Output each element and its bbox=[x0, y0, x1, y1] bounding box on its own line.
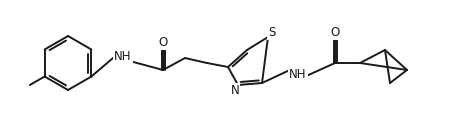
Text: NH: NH bbox=[289, 68, 307, 80]
Text: O: O bbox=[158, 36, 168, 50]
Text: NH: NH bbox=[114, 50, 132, 64]
Text: O: O bbox=[331, 26, 340, 40]
Text: S: S bbox=[268, 26, 276, 40]
Text: N: N bbox=[230, 84, 239, 96]
